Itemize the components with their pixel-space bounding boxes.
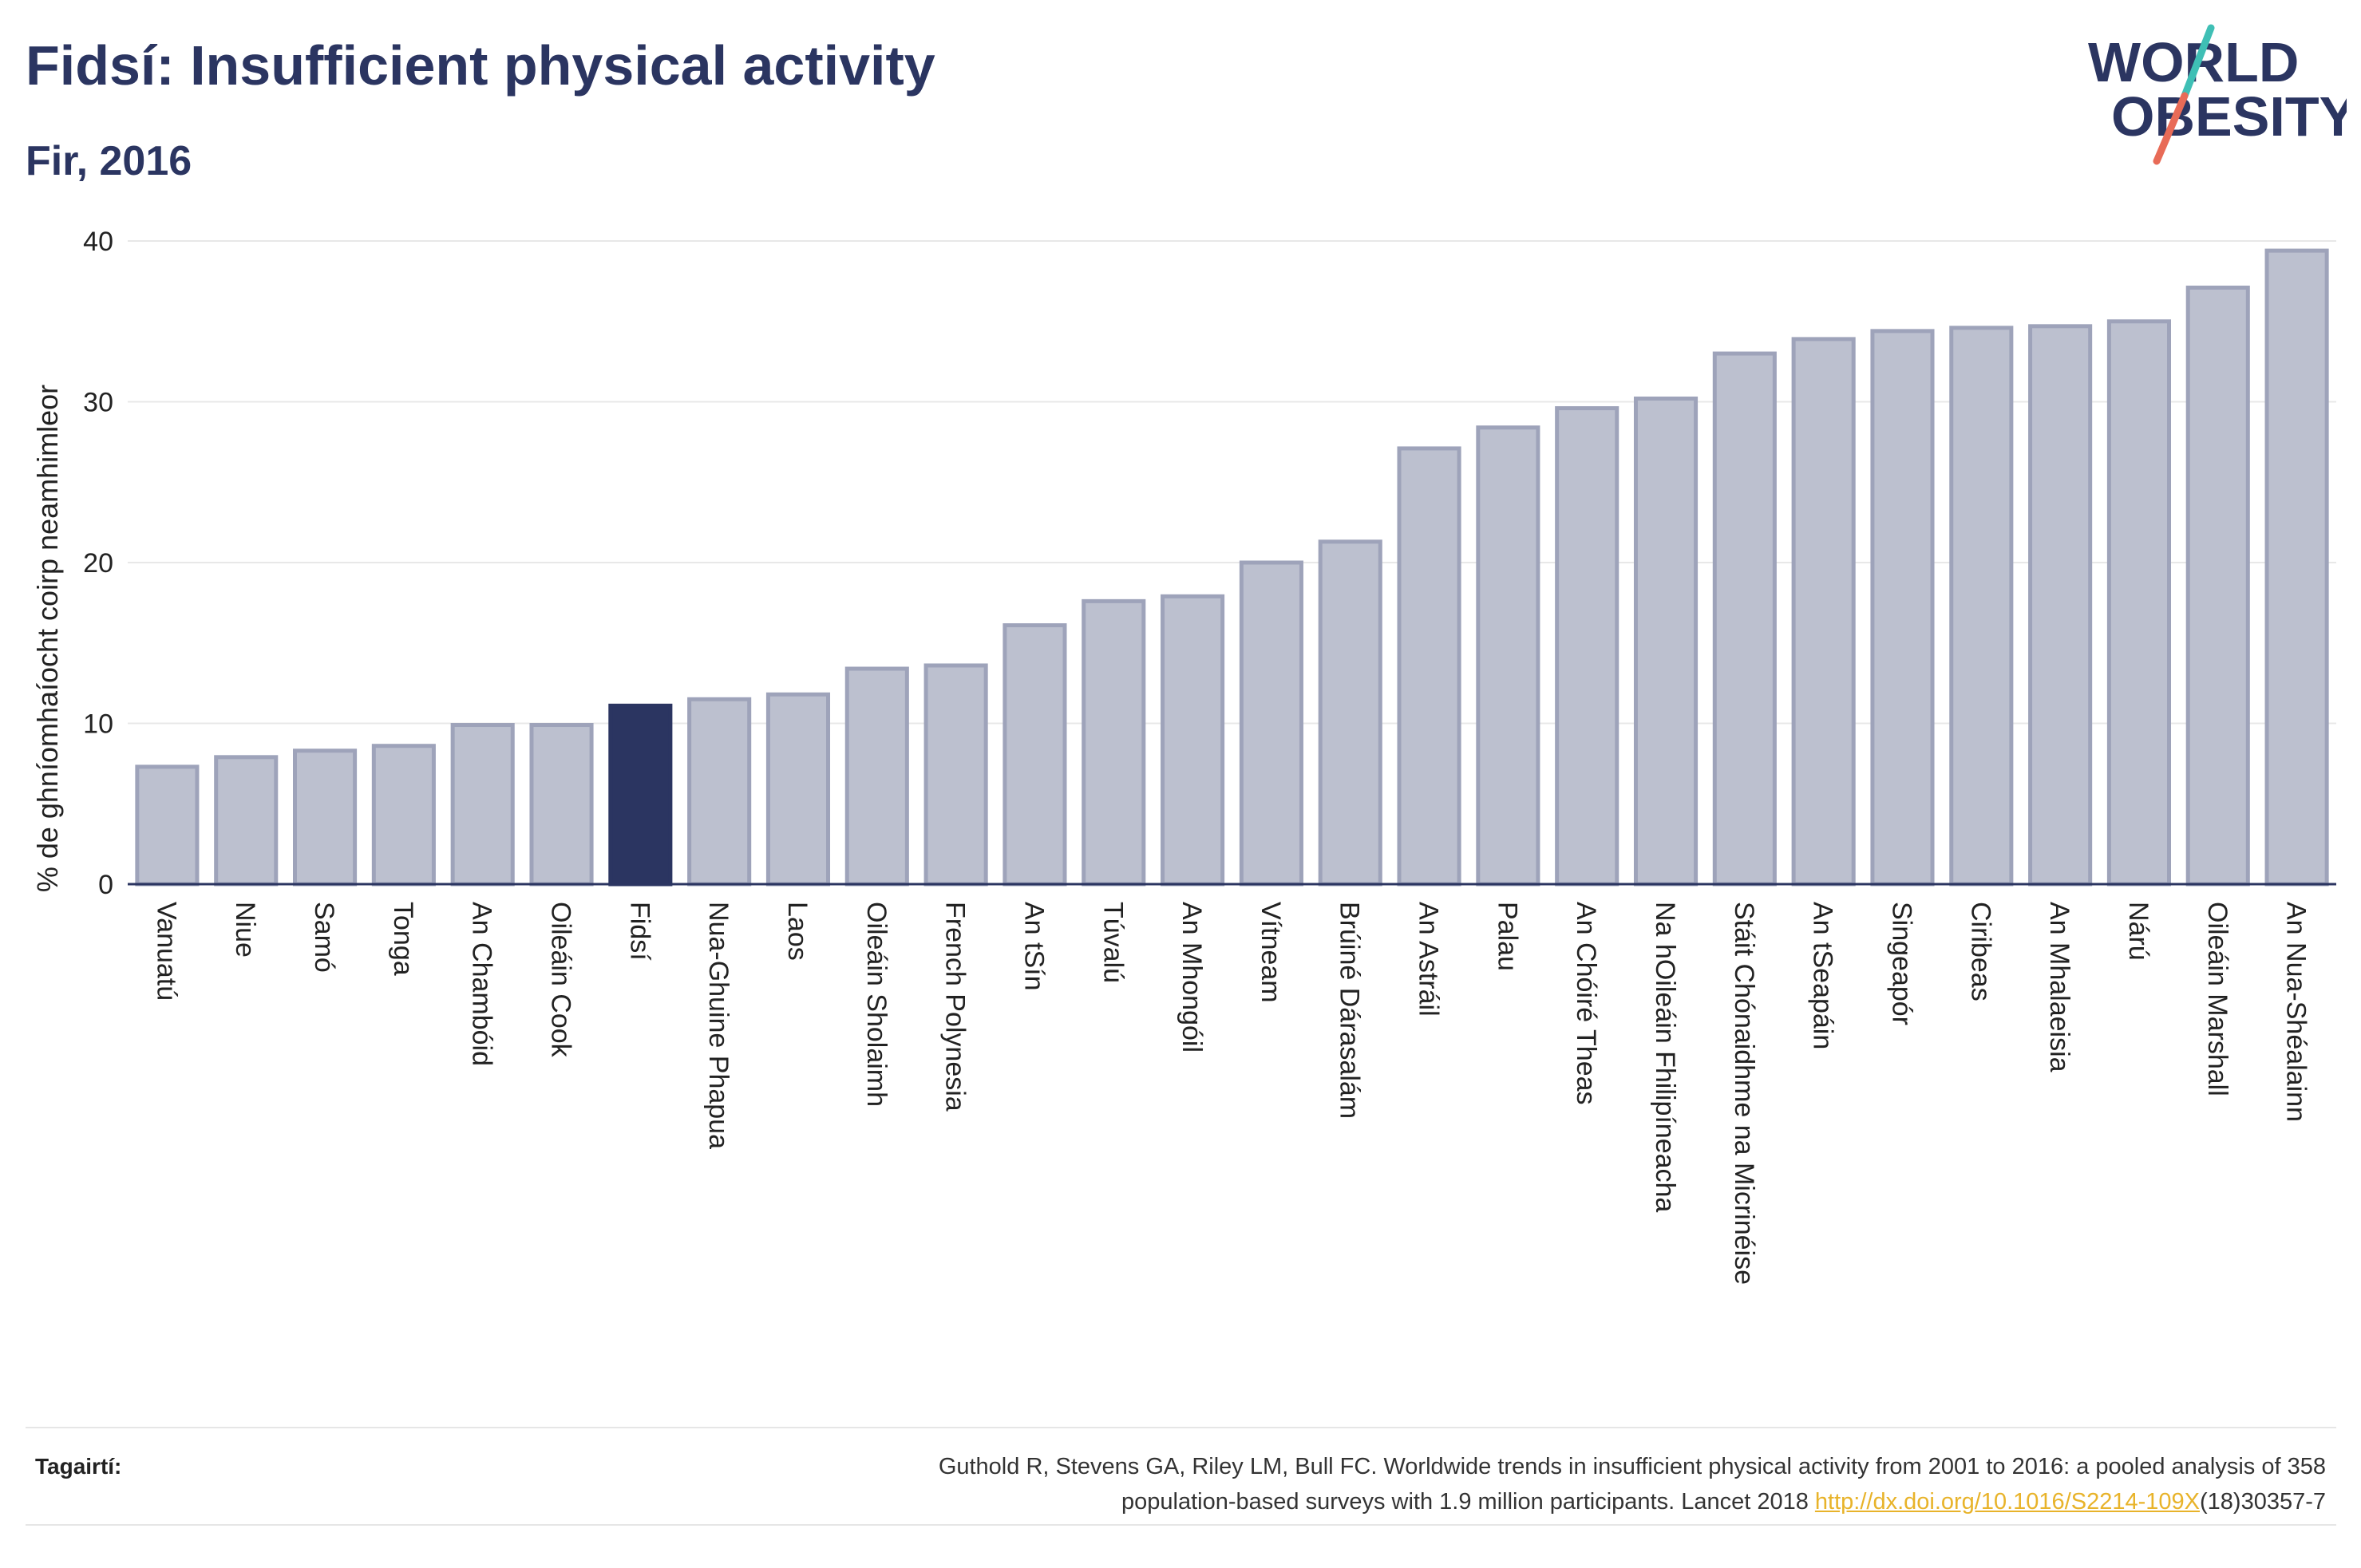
- x-tick-label: Vanuatú: [151, 902, 181, 1001]
- y-tick-label: 20: [83, 548, 113, 579]
- bar-1[interactable]: [214, 755, 279, 887]
- axes: 0 10 20 30 40 Vanuatú Niue Samó Tonga An Chambóid…: [83, 227, 2336, 1285]
- bar-22[interactable]: [1870, 329, 1935, 887]
- x-tick-label: An tSeapáin: [1808, 902, 1838, 1049]
- reference-text-part1: Guthold R, Stevens GA, Riley LM, Bull FC…: [938, 1454, 2326, 1479]
- x-tick-label: French Polynesia: [940, 902, 971, 1112]
- x-tick-label: Na hOileáin Fhilipíneacha: [1650, 902, 1680, 1212]
- x-tick-label: Ciribeas: [1965, 902, 1995, 1001]
- bar-14[interactable]: [1239, 560, 1303, 887]
- bar-16[interactable]: [1397, 446, 1461, 887]
- x-tick-label: Tonga: [388, 902, 418, 976]
- world-obesity-logo[interactable]: WORLD OBESITY: [2083, 24, 2347, 168]
- x-tick-label: Túvalú: [1097, 902, 1128, 983]
- x-tick-label: Nua-Ghuine Phapua: [703, 902, 734, 1149]
- logo-slash-coral: [2153, 92, 2189, 165]
- y-tick-label: 0: [98, 870, 113, 900]
- bar-18[interactable]: [1555, 406, 1619, 887]
- bar-9[interactable]: [844, 666, 909, 887]
- x-tick-label: Palau: [1492, 902, 1522, 971]
- x-tick-label: An Chambóid: [467, 902, 497, 1066]
- reference-doi-link[interactable]: http://dx.doi.org/10.1016/S2214-109X: [1814, 1489, 2200, 1515]
- x-tick-label: An tSín: [1018, 902, 1049, 991]
- x-tick-label: Niue: [230, 902, 260, 958]
- bar-2[interactable]: [293, 748, 358, 887]
- reference-text-part2: population-based surveys with 1.9 millio…: [1121, 1489, 1815, 1515]
- x-tick-label: Singeapór: [1886, 902, 1916, 1025]
- logo-word-obesity: OBESITY: [2111, 85, 2347, 148]
- footer-divider-bottom: [26, 1524, 2336, 1526]
- footer-divider-top: [26, 1427, 2336, 1428]
- y-tick-label: 10: [83, 709, 113, 740]
- chart-title: Fidsí: Insufficient physical activity: [26, 34, 935, 97]
- bar-27[interactable]: [2264, 248, 2329, 887]
- bar-24[interactable]: [2028, 324, 2093, 887]
- bar-11[interactable]: [1003, 623, 1067, 887]
- y-axis-label: % de ghníomhaíocht coirp neamhimleor: [31, 385, 64, 892]
- logo-word-world: WORLD: [2088, 31, 2299, 93]
- bar-19[interactable]: [1633, 396, 1699, 887]
- x-tick-label: Oileáin Sholaimh: [861, 902, 892, 1107]
- bar-8[interactable]: [765, 692, 831, 887]
- x-tick-label: Brúiné Dárasalám: [1335, 902, 1365, 1119]
- x-tick-label: An Mhongóil: [1177, 902, 1207, 1053]
- reference-text: Guthold R, Stevens GA, Riley LM, Bull FC…: [410, 1449, 2326, 1519]
- x-tick-label: Laos: [782, 902, 813, 961]
- bar-23[interactable]: [1949, 326, 2014, 887]
- x-tick-label: Vítneam: [1256, 902, 1286, 1003]
- bar-17[interactable]: [1476, 425, 1540, 887]
- x-tick-label: An Chóiré Theas: [1571, 902, 1601, 1105]
- bar-4[interactable]: [450, 723, 515, 887]
- bar-6[interactable]: [608, 703, 673, 887]
- reference-text-part3: (18)30357-7: [2200, 1489, 2326, 1515]
- bar-20[interactable]: [1712, 351, 1777, 887]
- x-tick-label: Samó: [309, 902, 339, 973]
- bar-chart: 0 10 20 30 40 Vanuatú Niue Samó Tonga An Chambóid…: [31, 227, 2336, 1285]
- x-tick-label: Oileáin Marshall: [2202, 902, 2232, 1096]
- x-tick-label: Nárú: [2123, 902, 2153, 961]
- bar-0[interactable]: [135, 764, 200, 887]
- bar-15[interactable]: [1318, 539, 1382, 887]
- bar-12[interactable]: [1082, 598, 1146, 887]
- x-tick-label: An Nua-Shéalainn: [2281, 902, 2312, 1122]
- chart-subtitle: Fir, 2016: [26, 138, 192, 184]
- bar-13[interactable]: [1161, 594, 1225, 887]
- bar-26[interactable]: [2185, 285, 2250, 887]
- y-tick-label: 40: [83, 227, 113, 257]
- reference-label: Tagairtí:: [35, 1454, 122, 1479]
- bar-25[interactable]: [2106, 319, 2171, 887]
- bar-5[interactable]: [529, 723, 594, 887]
- x-tick-label: An Astráil: [1414, 902, 1444, 1017]
- y-tick-label: 30: [83, 388, 113, 418]
- x-tick-label: An Mhalaeisia: [2044, 902, 2074, 1072]
- bar-3[interactable]: [371, 744, 436, 887]
- x-tick-label: Fidsí: [624, 902, 655, 961]
- bar-10[interactable]: [923, 663, 988, 887]
- bar-7[interactable]: [687, 697, 752, 887]
- x-tick-label: Stáit Chónaidhme na Micrinéise: [1729, 902, 1759, 1285]
- x-tick-label: Oileáin Cook: [546, 902, 576, 1058]
- bars: [135, 248, 2329, 887]
- bar-21[interactable]: [1791, 337, 1856, 887]
- logo-slash-teal: [2181, 24, 2215, 100]
